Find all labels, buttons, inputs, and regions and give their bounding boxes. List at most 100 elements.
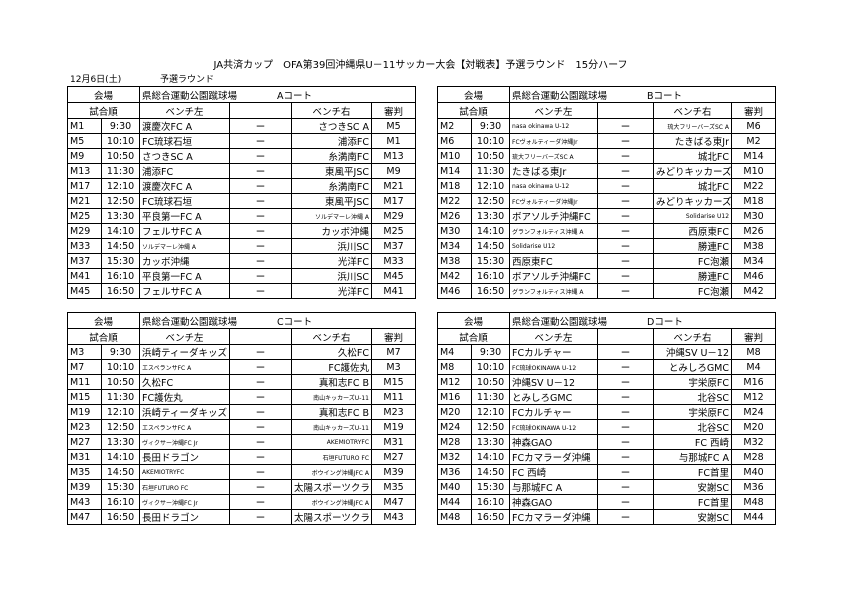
cell: 13:30 xyxy=(100,434,141,450)
cell: 与那城FC A xyxy=(653,449,733,465)
cell: 糸満南FC xyxy=(291,148,373,164)
cell: 安謝SC xyxy=(653,509,733,525)
cell: 浜川SC xyxy=(291,268,373,284)
cell: ー xyxy=(597,464,655,480)
cell: 沖縄SV U－12 xyxy=(653,344,733,360)
cell: 14:10 xyxy=(470,449,511,465)
cell: M3 xyxy=(371,359,417,375)
cell: ー xyxy=(229,223,293,239)
cell: 11:30 xyxy=(100,163,141,179)
cell: 安謝SC xyxy=(653,479,733,495)
cell: ー xyxy=(229,344,293,360)
cell: みどりキッカーズ xyxy=(653,193,733,209)
header-cell xyxy=(229,102,293,119)
match-row: M5 10:10 FC琉球石垣ー浦添FC M1 xyxy=(67,133,417,149)
cell: ボウイング沖縄JFC A xyxy=(291,464,373,480)
venue: 県総合運動公園蹴球場 xyxy=(512,316,608,328)
cell: M9 xyxy=(371,163,417,179)
cell: 9:30 xyxy=(470,344,511,360)
cell: 16:10 xyxy=(470,268,511,284)
header-cell: 試合順 xyxy=(66,102,141,119)
header-row: 試合順 ベンチ左 ベンチ右 審判 xyxy=(66,102,417,119)
cell: M24 xyxy=(437,419,472,435)
cell: ー xyxy=(597,178,655,194)
match-row: M17 12:10 渡慶次FC A ー糸満南FC M21 xyxy=(67,178,417,194)
cell: M26 xyxy=(437,208,472,224)
match-row: M10 10:50 琉大フリーバーズSC A ー城北FC M14 xyxy=(437,148,777,164)
cell: 14:50 xyxy=(100,464,141,480)
cell: 石垣FUTURO FC xyxy=(139,479,231,495)
match-row: M44 16:10 神森GAO ー FC首里 M48 xyxy=(437,494,777,510)
cell: M4 xyxy=(731,359,777,375)
cell: M16 xyxy=(437,389,472,405)
venue-cell: 県総合運動公園蹴球場 Aコート xyxy=(139,86,417,103)
match-row: M30 14:10 グランフォルティス沖縄 A ー西原東FC M26 xyxy=(437,223,777,239)
header-cell: 試合順 xyxy=(436,328,511,345)
cell: ー xyxy=(229,178,293,194)
cell: 10:50 xyxy=(470,148,511,164)
cell: 渡慶次FC A xyxy=(139,118,231,134)
cell: M40 xyxy=(731,464,777,480)
header-row: 会場 県総合運動公園蹴球場 Aコート xyxy=(66,86,417,103)
cell: M4 xyxy=(437,344,472,360)
cell: M30 xyxy=(731,208,777,224)
cell: FCカマラーダ沖縄 xyxy=(509,449,599,465)
cell: 神森GAO xyxy=(509,434,599,450)
cell: M32 xyxy=(437,449,472,465)
cell: 琉大フリーバーズSC A xyxy=(509,148,599,164)
cell: M8 xyxy=(437,359,472,375)
match-row: M19 12:10 浜崎ティーダキッズー真和志FC B M23 xyxy=(67,404,417,420)
cell: ソルデマーレ沖縄 A xyxy=(139,238,231,254)
cell: 14:10 xyxy=(470,223,511,239)
cell: M16 xyxy=(731,374,777,390)
match-row: M8 10:10 FC琉球OKINAWA U-12 ーとみしろGMC M4 xyxy=(437,359,777,375)
match-row: M48 16:50 FCカマラーダ沖縄ー安謝SC M44 xyxy=(437,509,777,525)
cell: 西原東FC xyxy=(509,253,599,269)
cell: ー xyxy=(597,374,655,390)
cell: M26 xyxy=(731,223,777,239)
cell: M39 xyxy=(371,464,417,480)
header-row: 試合順 ベンチ左 ベンチ右 審判 xyxy=(66,328,417,345)
cell: M33 xyxy=(371,253,417,269)
header-cell: 試合順 xyxy=(436,102,511,119)
cell: ー xyxy=(229,118,293,134)
header-cell: ベンチ右 xyxy=(291,328,373,345)
header-cell: ベンチ左 xyxy=(509,102,599,119)
schedule-table: 会場 県総合運動公園蹴球場 Dコート 試合順 ベンチ左 ベンチ右 審判 M4 9:30 FCカルチ… xyxy=(436,312,777,525)
cell: 12:50 xyxy=(100,193,141,209)
header-cell: ベンチ左 xyxy=(509,328,599,345)
cell: 太陽スポーツクラブ xyxy=(291,509,373,525)
match-row: M28 13:30 神森GAO ー FC 西崎 M32 xyxy=(437,434,777,450)
cell: M11 xyxy=(67,374,102,390)
cell: M11 xyxy=(371,389,417,405)
cell: M5 xyxy=(67,133,102,149)
cell: 琉大フリーバーズSC A xyxy=(653,118,733,134)
cell: 浦添FC xyxy=(139,163,231,179)
cell: ー xyxy=(597,389,655,405)
cell: nasa okinawa U-12 xyxy=(509,178,599,194)
cell: M43 xyxy=(371,509,417,525)
match-row: M45 16:50 フェルサFC A ー光洋FC M41 xyxy=(67,283,417,299)
match-row: M18 12:10 nasa okinawa U-12 ー城北FC M22 xyxy=(437,178,777,194)
cell: 10:50 xyxy=(100,148,141,164)
cell: 11:30 xyxy=(470,163,511,179)
match-row: M34 14:50 Solidarise U12 ー勝連FC M38 xyxy=(437,238,777,254)
match-row: M47 16:50 長田ドラゴンー太陽スポーツクラブ M43 xyxy=(67,509,417,525)
cell: M44 xyxy=(731,509,777,525)
cell: M35 xyxy=(67,464,102,480)
round: 予選ラウンド xyxy=(160,75,215,85)
cell: さつきSC A xyxy=(139,148,231,164)
cell: M48 xyxy=(731,494,777,510)
cell: M7 xyxy=(371,344,417,360)
cell: M31 xyxy=(371,434,417,450)
venue-cell: 県総合運動公園蹴球場 Cコート xyxy=(139,312,417,329)
match-row: M1 9:30 渡慶次FC A ーさつきSC A M5 xyxy=(67,118,417,134)
cell: 16:10 xyxy=(470,494,511,510)
schedule-table: 会場 県総合運動公園蹴球場 Aコート 試合順 ベンチ左 ベンチ右 審判 M1 9:30 渡慶次FC… xyxy=(66,86,417,299)
cell: M38 xyxy=(437,253,472,269)
cell: 北谷SC xyxy=(653,389,733,405)
cell: ー xyxy=(597,404,655,420)
cell: ソルデマーレ沖縄 A xyxy=(291,208,373,224)
header-cell: 審判 xyxy=(731,328,777,345)
cell: M10 xyxy=(731,163,777,179)
